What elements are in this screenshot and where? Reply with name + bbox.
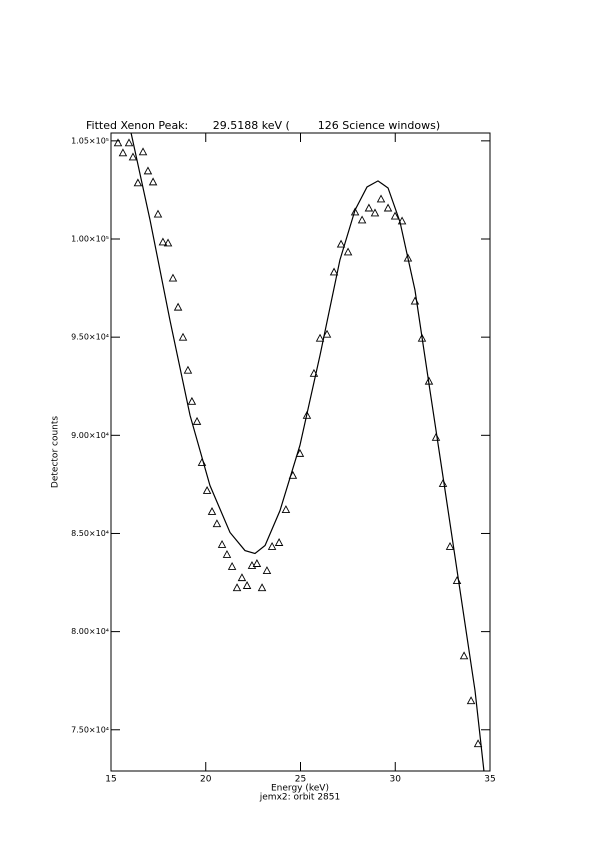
data-point bbox=[118, 148, 128, 157]
data-point bbox=[274, 538, 284, 546]
data-point bbox=[148, 177, 158, 186]
data-point bbox=[364, 203, 374, 212]
data-point bbox=[178, 332, 188, 341]
x-tick-label: 35 bbox=[484, 775, 495, 785]
data-point bbox=[438, 478, 448, 487]
data-point bbox=[124, 138, 134, 147]
data-point bbox=[452, 576, 462, 585]
chart-title: Fitted Xenon Peak: 29.5188 keV ( 126 Sci… bbox=[86, 119, 440, 132]
data-point bbox=[295, 448, 305, 457]
data-point bbox=[153, 209, 163, 218]
data-point bbox=[163, 238, 173, 247]
data-point bbox=[370, 208, 380, 217]
data-point bbox=[459, 651, 469, 660]
subtitle: jemx2: orbit 2851 bbox=[259, 793, 340, 803]
data-point bbox=[376, 194, 386, 203]
y-tick-label: 1.05×10⁵ bbox=[71, 136, 109, 145]
y-tick-label: 8.50×10⁴ bbox=[71, 529, 109, 538]
x-tick-label: 15 bbox=[105, 775, 116, 785]
data-point bbox=[212, 519, 222, 528]
y-tick-label: 7.50×10⁴ bbox=[71, 725, 109, 734]
data-point bbox=[473, 739, 483, 748]
data-point bbox=[227, 561, 237, 570]
data-point bbox=[466, 696, 476, 705]
data-point bbox=[257, 583, 267, 592]
data-point bbox=[143, 166, 153, 175]
data-point bbox=[202, 486, 212, 494]
y-tick-label: 9.50×10⁴ bbox=[71, 333, 109, 342]
data-point bbox=[113, 138, 123, 147]
data-point bbox=[336, 239, 346, 248]
data-point bbox=[383, 203, 393, 212]
data-point bbox=[445, 541, 455, 550]
x-tick-label: 25 bbox=[295, 775, 306, 785]
data-point bbox=[357, 215, 367, 224]
data-point bbox=[207, 507, 217, 515]
data-point bbox=[183, 365, 193, 374]
y-tick-label: 9.00×10⁴ bbox=[71, 431, 109, 440]
x-tick-label: 20 bbox=[200, 775, 212, 785]
data-point bbox=[281, 505, 291, 513]
plot-frame bbox=[110, 132, 491, 772]
y-tick-label: 1.00×10⁵ bbox=[71, 235, 109, 244]
data-point bbox=[128, 152, 138, 161]
data-point bbox=[138, 147, 148, 156]
data-point bbox=[187, 396, 197, 405]
data-point bbox=[350, 207, 360, 216]
data-point bbox=[302, 410, 312, 419]
x-tick-label: 30 bbox=[390, 775, 402, 785]
y-tick-label: 8.00×10⁴ bbox=[71, 627, 109, 636]
data-point bbox=[343, 247, 353, 256]
data-point bbox=[232, 583, 242, 592]
data-point bbox=[397, 216, 407, 225]
data-point bbox=[237, 573, 247, 582]
data-point bbox=[431, 432, 441, 441]
data-point bbox=[252, 559, 262, 567]
data-point bbox=[192, 416, 202, 425]
data-point bbox=[417, 333, 427, 342]
data-point bbox=[173, 302, 183, 311]
fit-curve bbox=[130, 132, 485, 772]
data-point bbox=[315, 333, 325, 342]
data-point bbox=[390, 211, 400, 220]
data-point bbox=[158, 237, 168, 246]
data-point bbox=[242, 581, 252, 589]
data-point bbox=[222, 550, 232, 558]
y-axis-label: Detector counts bbox=[51, 416, 61, 488]
data-point bbox=[403, 253, 413, 262]
data-point bbox=[217, 540, 227, 548]
data-point bbox=[168, 273, 178, 282]
data-point bbox=[322, 329, 332, 338]
data-point bbox=[267, 541, 277, 550]
data-point bbox=[329, 267, 339, 276]
data-point bbox=[133, 178, 143, 187]
data-point bbox=[262, 566, 272, 575]
x-axis-label: Energy (keV) bbox=[271, 784, 329, 794]
